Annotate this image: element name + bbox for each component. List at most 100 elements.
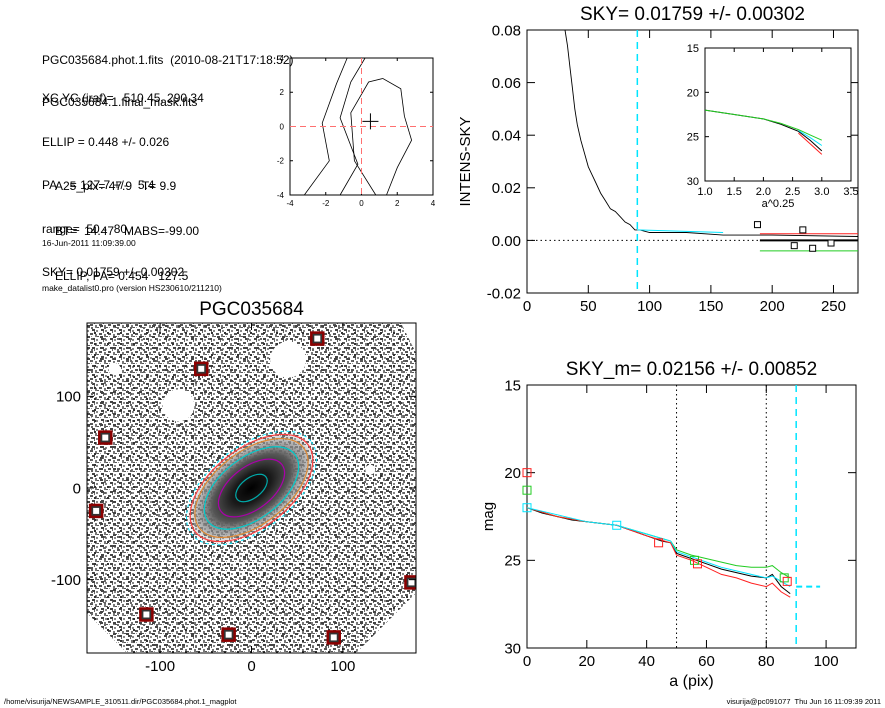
mag-xlabel: a (pix) xyxy=(669,673,713,690)
header-line: ELLIP, PA= 0.454 127.5 xyxy=(55,269,189,283)
y-tick-label: 30 xyxy=(687,176,699,188)
mag-square xyxy=(612,520,622,530)
x-tick-label: 3.5 xyxy=(843,186,858,198)
x-tick-label: 1.5 xyxy=(727,186,742,198)
y-tick-label: 0 xyxy=(73,480,81,497)
sky-segment xyxy=(637,229,724,233)
x-tick-label: 60 xyxy=(698,653,715,670)
isophote-ellipse xyxy=(186,430,317,546)
edge-mask xyxy=(356,593,416,653)
header-line: PA = 127.7 +/- 5.4 xyxy=(42,178,155,192)
x-tick-label: 150 xyxy=(698,298,723,315)
isophote-ellipse xyxy=(194,437,309,539)
header-line: range= 50.- 80. xyxy=(42,221,131,236)
image-field xyxy=(87,323,416,653)
footer-left: /home/visurija/NEWSAMPLE_310511.dir/PGC0… xyxy=(4,697,237,706)
y-tick-label: 25 xyxy=(504,553,521,570)
header-block-1: PGC035684.phot.1.fits (2010-08-21T17:18:… xyxy=(42,25,294,137)
x-tick-label: 20 xyxy=(578,653,595,670)
header-line: XC,YC (iraf)= 510.45, 290.34 xyxy=(42,91,204,105)
x-tick-label: 200 xyxy=(760,298,785,315)
x-tick-label: 3.0 xyxy=(814,186,829,198)
inset-series xyxy=(798,130,823,146)
masked-object-core xyxy=(408,579,415,586)
edge-mask xyxy=(401,323,416,353)
mag-frame xyxy=(526,384,857,649)
y-tick-label: -0.02 xyxy=(487,285,521,302)
header-line: A25_pix= 47.9 T= 9.9 xyxy=(55,179,177,193)
y-tick-label: -2 xyxy=(277,157,285,166)
y-tick-label: 15 xyxy=(504,377,521,394)
header-line: PGC035684.1.final_mask.fits xyxy=(42,95,198,109)
x-tick-label: 100 xyxy=(814,653,839,670)
y-tick-label: -100 xyxy=(51,572,81,589)
masked-object-core xyxy=(225,631,232,638)
isophote-ellipse xyxy=(217,458,286,518)
mag-series xyxy=(526,507,791,598)
header-line: PGC035684.phot.1.fits (2010-08-21T17:18:… xyxy=(42,53,294,67)
y-tick-label: 30 xyxy=(504,640,521,657)
y-tick-label: 25 xyxy=(687,132,699,144)
header-line: BT= 14.47 MABS=-99.00 xyxy=(55,224,200,238)
mag-square xyxy=(522,468,532,478)
mag-square xyxy=(654,538,664,548)
masked-object-core xyxy=(198,365,205,372)
masked-hole xyxy=(365,464,376,475)
contour-line xyxy=(339,57,366,196)
header-line: ELLIP = 0.448 +/- 0.026 xyxy=(42,134,170,149)
inset-series xyxy=(704,109,823,141)
masked-object-core xyxy=(143,611,150,618)
y-tick-label: 4 xyxy=(280,54,285,63)
x-tick-label: 50 xyxy=(580,298,597,315)
sky-square xyxy=(809,244,817,252)
x-tick-label: 2 xyxy=(395,199,400,208)
image-title: PGC035684 xyxy=(199,299,304,320)
isophote-ellipse xyxy=(235,473,268,503)
y-tick-label: 0 xyxy=(280,122,285,131)
y-tick-label: -4 xyxy=(277,191,285,200)
masked-object-core xyxy=(330,634,337,641)
masked-object-core xyxy=(314,335,321,342)
sky-square xyxy=(799,226,807,234)
footer-right: visurija@pc091077 Thu Jun 16 11:09:39 20… xyxy=(726,697,881,706)
x-tick-label: 2.0 xyxy=(756,186,771,198)
y-tick-label: 20 xyxy=(504,465,521,482)
x-tick-label: -100 xyxy=(145,658,175,675)
contour-line xyxy=(350,78,413,196)
header-block-4: 16-Jun-2011 11:09:39.00 make_datalist0.p… xyxy=(42,206,222,326)
mag-series xyxy=(526,507,791,594)
masked-hole xyxy=(108,362,121,375)
mag-square xyxy=(522,485,532,495)
contour-line xyxy=(303,57,348,196)
edge-mask xyxy=(87,613,127,653)
mag-square xyxy=(692,559,702,569)
masked-object-core xyxy=(93,507,100,514)
header-line: SKY= 0.01759 +/- 0.00302 xyxy=(42,265,185,279)
sky-ylabel: INTENS-SKY xyxy=(457,116,474,206)
sky-profile xyxy=(564,29,859,237)
x-tick-label: 0 xyxy=(359,199,364,208)
header-block-3: A25_pix= 47.9 T= 9.9 BT= 14.47 MABS=-99.… xyxy=(55,149,199,314)
y-tick-label: 0.08 xyxy=(492,22,521,39)
x-tick-label: 2.5 xyxy=(785,186,800,198)
x-tick-label: -2 xyxy=(322,199,330,208)
sky-frame xyxy=(526,29,859,294)
header-block-2: XC,YC (iraf)= 510.45, 290.34 ELLIP = 0.4… xyxy=(42,62,204,309)
sky-title: SKY= 0.01759 +/- 0.00302 xyxy=(580,4,805,25)
y-tick-label: 0.06 xyxy=(492,75,521,92)
mag-square xyxy=(782,576,792,586)
mag-title: SKY_m= 0.02156 +/- 0.00852 xyxy=(566,359,817,380)
sky-square xyxy=(753,221,761,229)
y-tick-label: 20 xyxy=(687,87,699,99)
sky-square xyxy=(790,242,798,250)
x-tick-label: 100 xyxy=(637,298,662,315)
y-tick-label: 0.00 xyxy=(492,233,521,250)
inset-frame xyxy=(704,47,852,182)
header-line: 16-Jun-2011 11:09:39.00 xyxy=(42,238,136,248)
y-tick-label: 0.02 xyxy=(492,180,521,197)
mag-square xyxy=(522,503,532,513)
x-tick-label: 40 xyxy=(638,653,655,670)
masked-object-core xyxy=(102,434,109,441)
x-tick-label: 0 xyxy=(247,658,255,675)
